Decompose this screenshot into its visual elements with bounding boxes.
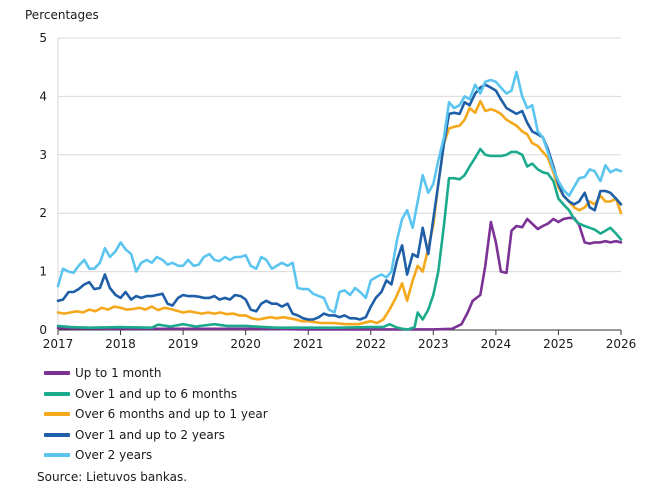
x-tick-label: 2021 xyxy=(293,337,324,351)
legend-label: Up to 1 month xyxy=(75,366,162,381)
y-axis-ticks: 0 1 2 3 4 5 xyxy=(39,31,47,337)
y-axis-title: Percentages xyxy=(25,8,99,22)
legend-swatch xyxy=(44,391,70,396)
series-line-5 xyxy=(56,70,623,314)
x-tick-label: 2019 xyxy=(168,337,199,351)
legend-swatch xyxy=(44,432,70,437)
series-line-4 xyxy=(56,83,623,321)
x-tick-label: 2023 xyxy=(418,337,449,351)
legend-label: Over 2 years xyxy=(75,448,153,463)
series-line-1 xyxy=(56,216,623,331)
x-axis-ticks: 2017 2018 2019 2020 2021 2022 2023 2024 2025 2026 xyxy=(43,330,637,351)
legend-label: Over 1 and up to 2 years xyxy=(75,427,225,442)
legend-label: Over 1 and up to 6 months xyxy=(75,386,238,401)
y-tick-label: 2 xyxy=(39,206,47,220)
x-tick-label: 2022 xyxy=(356,337,387,351)
legend-label: Over 6 months and up to 1 year xyxy=(75,407,268,422)
legend-swatch xyxy=(44,412,70,417)
x-tick-label: 2020 xyxy=(230,337,261,351)
y-tick-label: 4 xyxy=(39,89,47,103)
y-tick-label: 1 xyxy=(39,265,47,279)
legend-item: Over 1 and up to 2 years xyxy=(44,425,268,446)
legend-item: Over 2 years xyxy=(44,445,268,466)
legend-swatch xyxy=(44,371,70,376)
y-tick-label: 3 xyxy=(39,148,47,162)
series-line-2 xyxy=(56,147,623,331)
legend-item: Up to 1 month xyxy=(44,363,268,384)
gridlines xyxy=(57,37,621,331)
y-tick-label: 0 xyxy=(39,323,47,337)
legend: Up to 1 month Over 1 and up to 6 months Ov… xyxy=(44,363,268,466)
x-tick-label: 2024 xyxy=(481,337,512,351)
legend-swatch xyxy=(44,453,70,458)
legend-item: Over 1 and up to 6 months xyxy=(44,384,268,405)
series-line-3 xyxy=(56,99,623,326)
x-tick-label: 2025 xyxy=(543,337,574,351)
x-tick-label: 2026 xyxy=(606,337,637,351)
source-note: Source: Lietuvos bankas. xyxy=(37,470,188,484)
legend-item: Over 6 months and up to 1 year xyxy=(44,404,268,425)
series-lines xyxy=(56,70,623,331)
x-tick-label: 2018 xyxy=(105,337,136,351)
y-tick-label: 5 xyxy=(39,31,47,45)
x-tick-label: 2017 xyxy=(43,337,74,351)
